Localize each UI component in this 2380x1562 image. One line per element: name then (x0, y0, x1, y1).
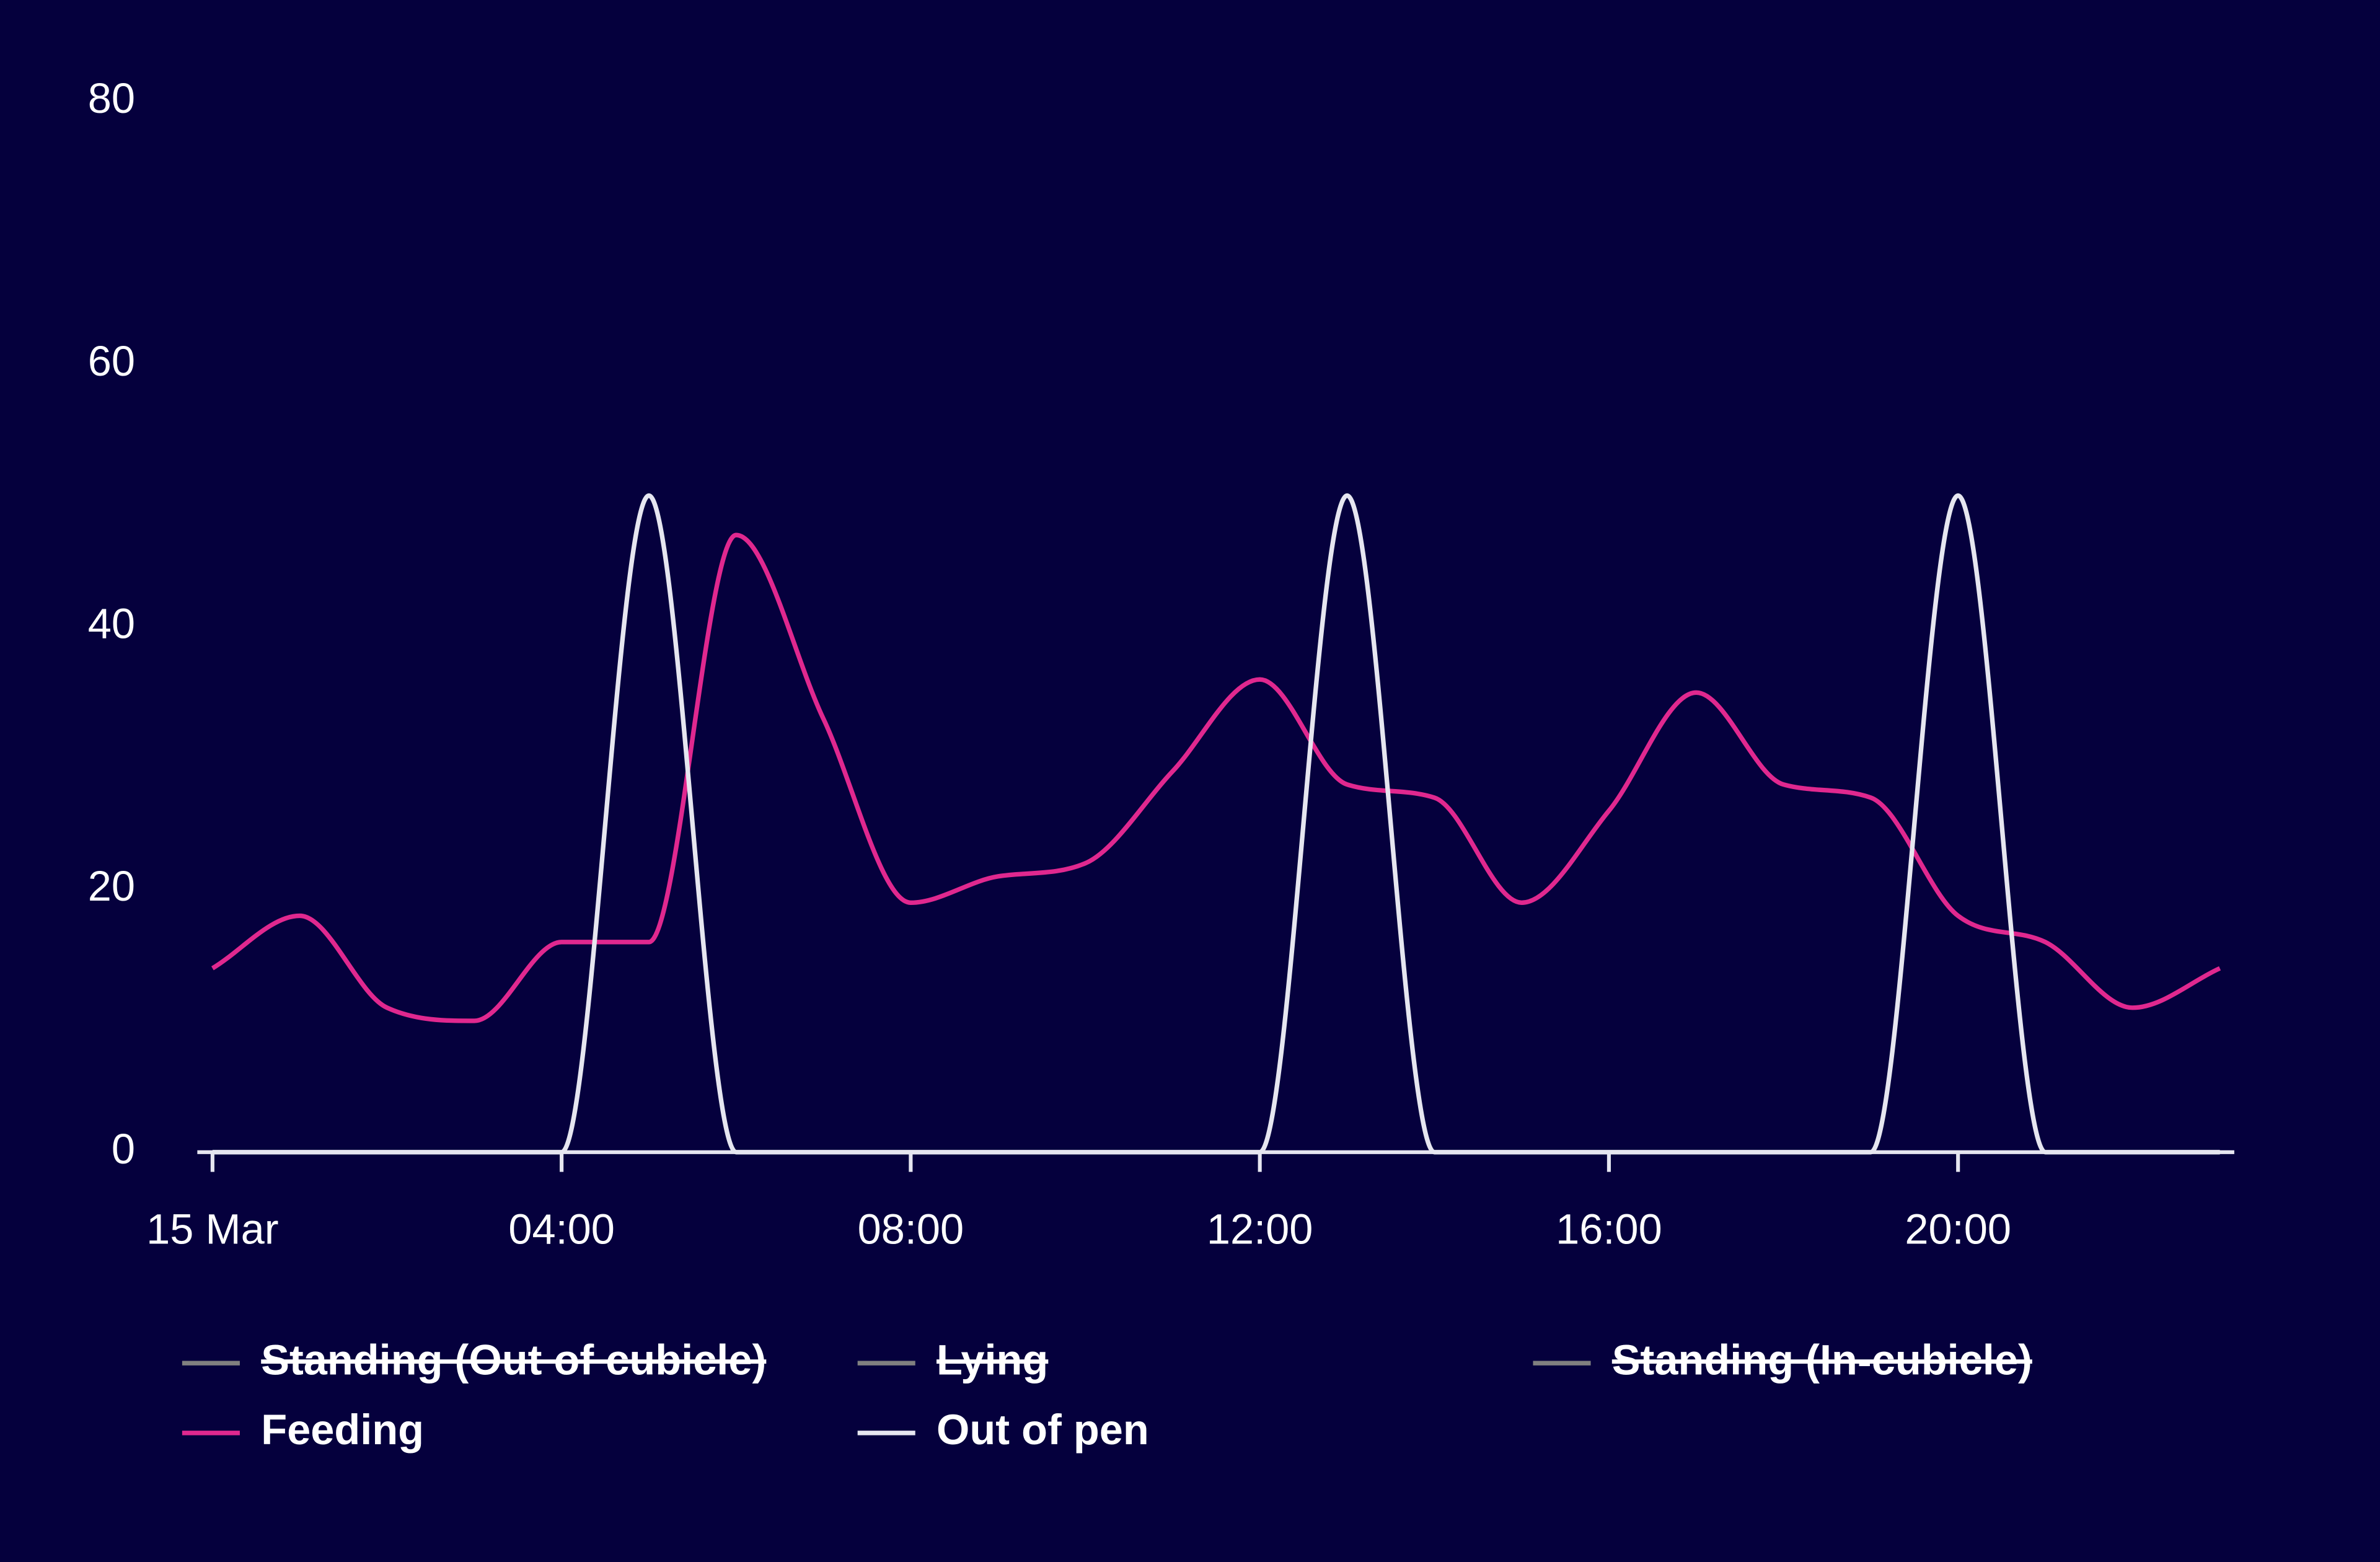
y-tick-label: 80 (88, 74, 135, 122)
y-tick-label: 0 (112, 1125, 135, 1173)
legend-label: Standing (Out of cubicle) (261, 1336, 766, 1383)
x-tick-label: 16:00 (1556, 1206, 1662, 1253)
y-tick-label: 20 (88, 862, 135, 910)
x-tick-label: 20:00 (1905, 1206, 2011, 1253)
series-line (212, 493, 2220, 1155)
legend-label: Feeding (261, 1406, 424, 1454)
y-tick-label: 40 (88, 600, 135, 648)
x-tick-label: 15 Mar (146, 1206, 278, 1253)
y-tick-label: 60 (88, 337, 135, 385)
legend-label: Out of pen (937, 1406, 1149, 1454)
x-tick-label: 08:00 (858, 1206, 964, 1253)
legend-label: Standing (In-cubicle) (1612, 1336, 2032, 1383)
x-tick-label: 04:00 (508, 1206, 615, 1253)
legend-label: Lying (937, 1336, 1048, 1383)
x-tick-label: 12:00 (1207, 1206, 1313, 1253)
series-line (211, 532, 2221, 1023)
